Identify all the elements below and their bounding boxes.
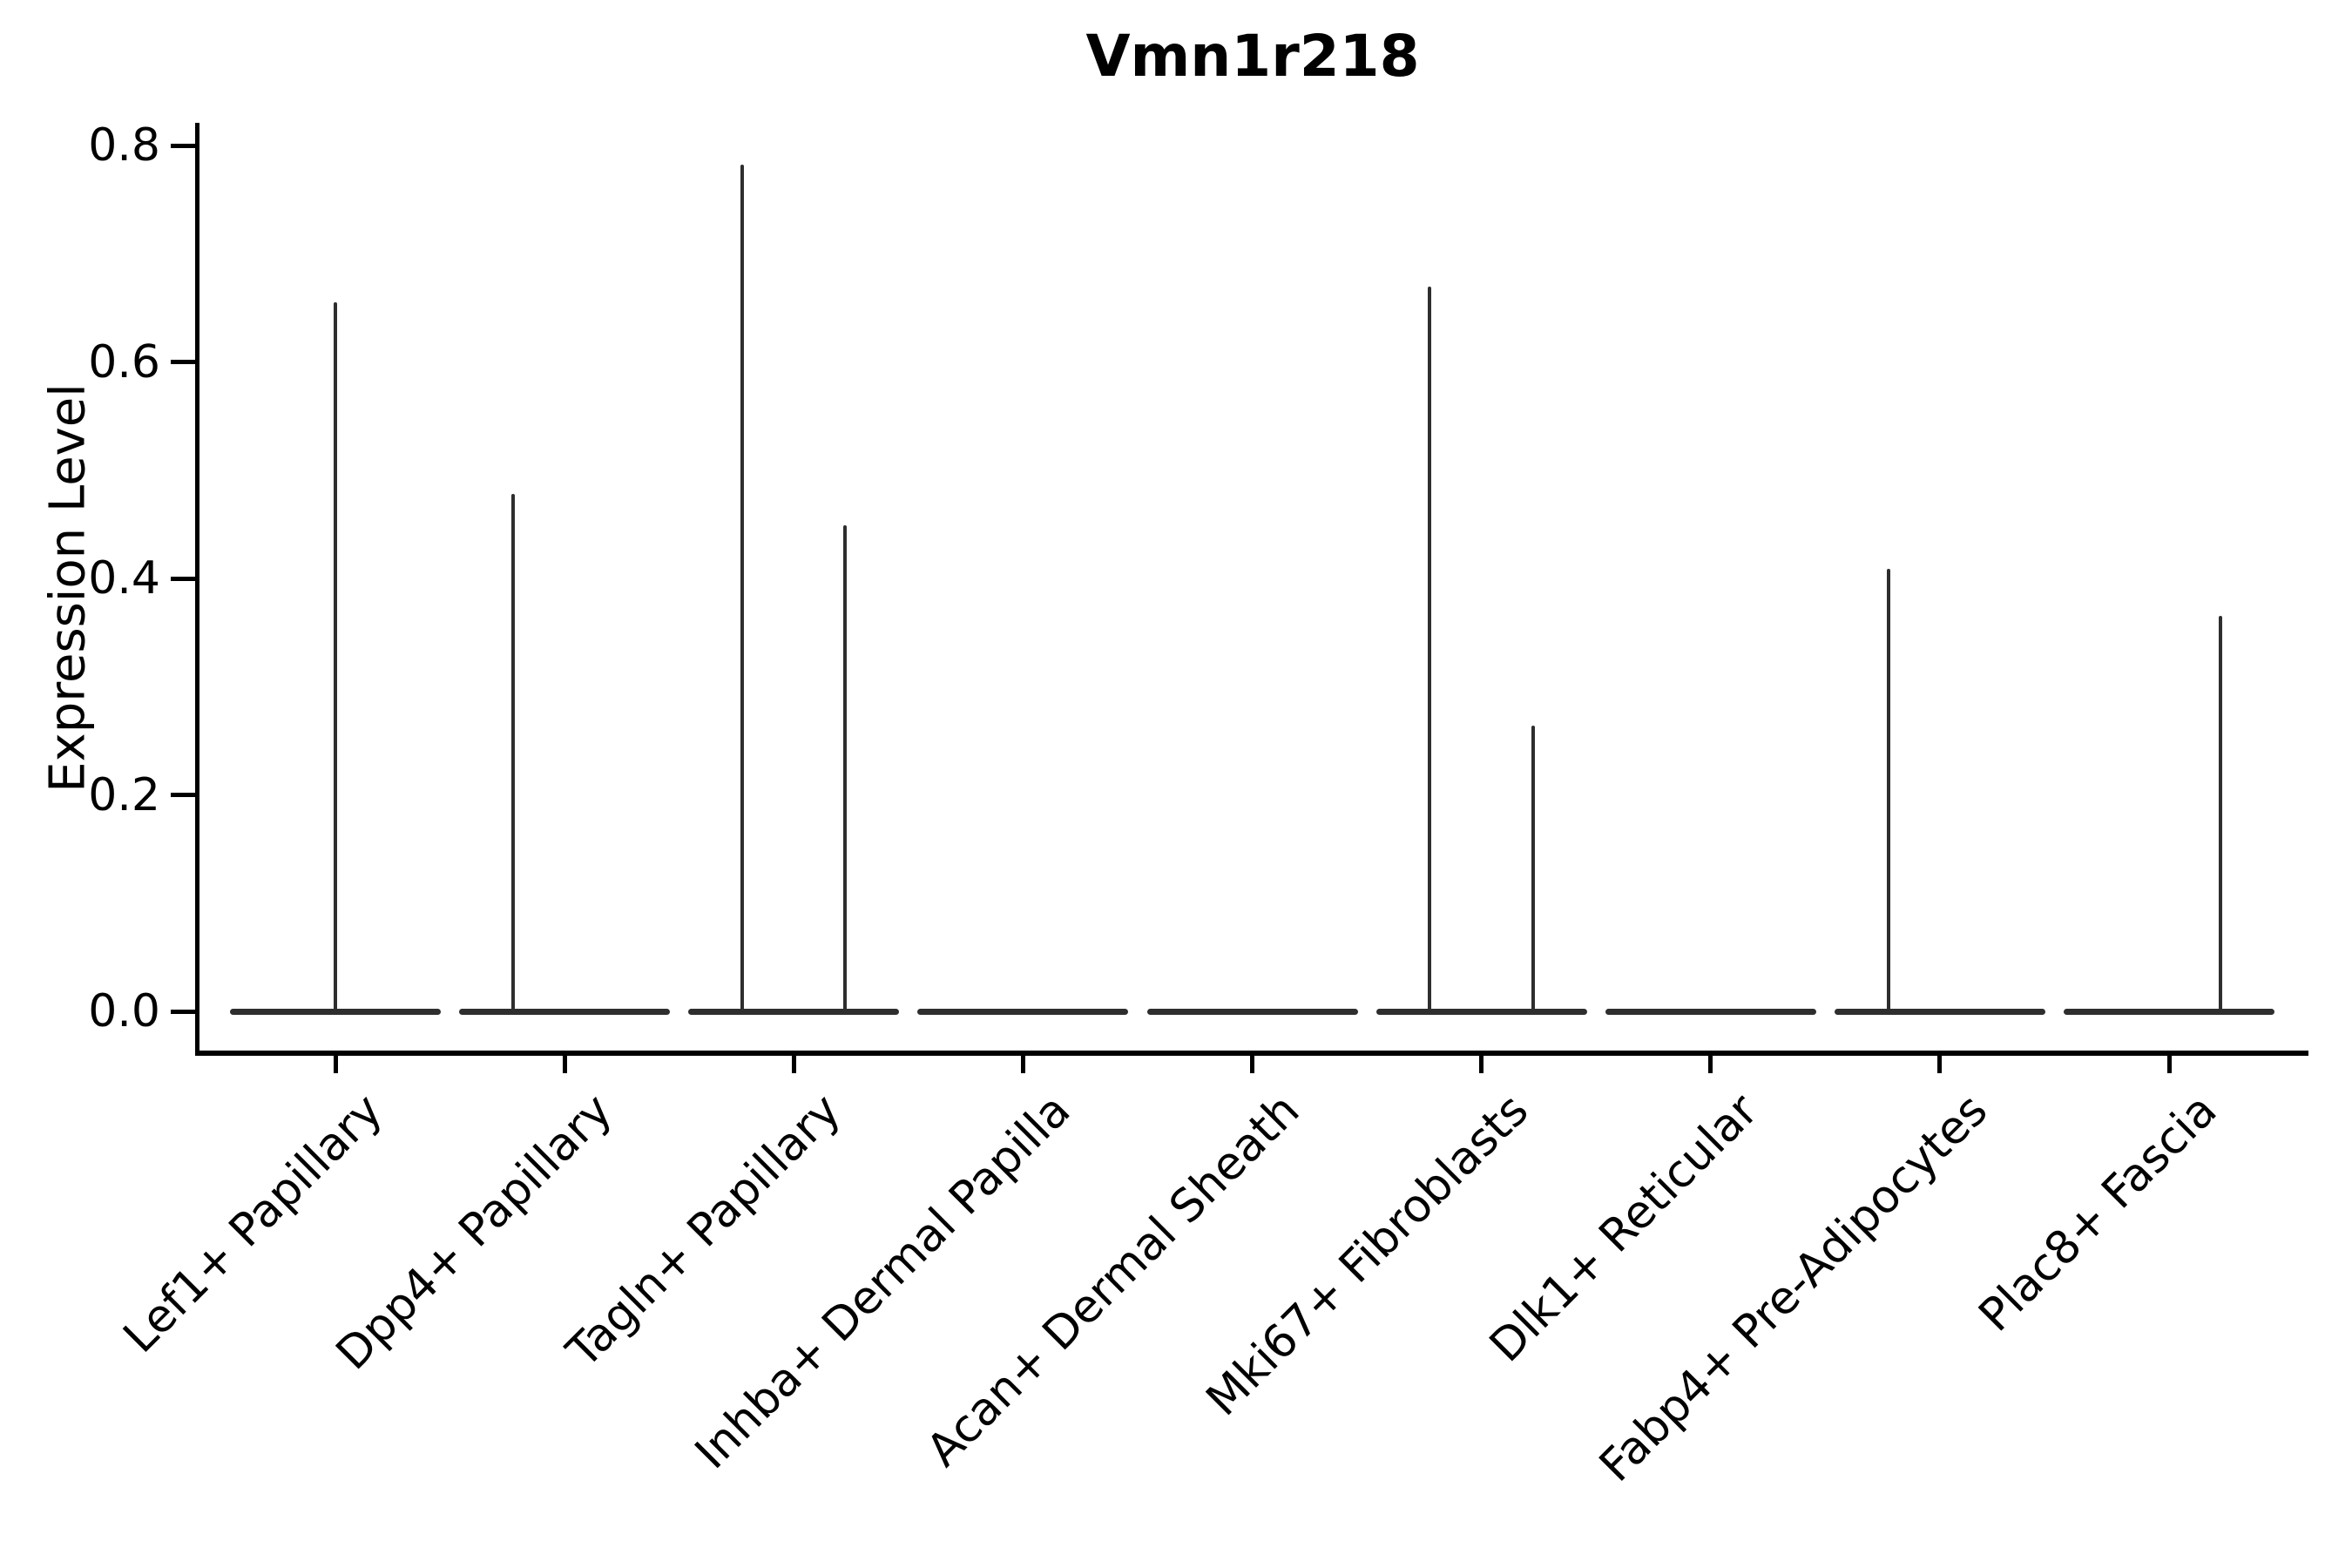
violin-baseline	[1146, 1008, 1358, 1015]
violin-spike	[1886, 568, 1890, 1013]
y-tick	[171, 360, 197, 364]
x-tick	[2166, 1053, 2172, 1073]
y-tick	[171, 1009, 197, 1014]
violin-spike	[334, 302, 337, 1013]
x-tick-label: Acan+ Dermal Sheath	[916, 1084, 1310, 1477]
x-tick	[1250, 1053, 1254, 1073]
violin-baseline	[1605, 1008, 1816, 1015]
violin-baseline	[1375, 1008, 1587, 1015]
x-tick	[1479, 1053, 1484, 1073]
violin-spike	[510, 494, 515, 1013]
y-tick-label: 0.6	[88, 335, 160, 389]
y-axis-spine	[195, 123, 199, 1056]
violin-spike	[1531, 725, 1535, 1013]
y-tick-label: 0.2	[88, 768, 160, 821]
y-tick-label: 0.4	[88, 552, 160, 605]
violin-baseline	[2064, 1008, 2274, 1015]
violin-spike	[843, 525, 848, 1013]
violin-spike	[1428, 286, 1432, 1013]
y-tick-label: 0.0	[88, 985, 160, 1037]
chart-title: Vmn1r218	[1085, 23, 1420, 90]
x-tick-label: Plac8+ Fascia	[1969, 1084, 2227, 1342]
x-tick	[1708, 1053, 1713, 1073]
violin-spike	[2219, 616, 2223, 1013]
y-tick	[171, 576, 197, 581]
y-tick	[171, 143, 197, 148]
violin-baseline	[917, 1008, 1129, 1015]
x-tick	[333, 1053, 338, 1073]
x-tick-label: Inhba+ Dermal Papilla	[685, 1084, 1081, 1480]
x-tick	[562, 1053, 567, 1073]
y-tick	[171, 793, 197, 797]
y-tick-label: 0.8	[88, 119, 160, 172]
x-tick	[791, 1053, 796, 1073]
violin-baseline	[1834, 1008, 2045, 1015]
x-tick	[1937, 1053, 1943, 1073]
violin-baseline	[459, 1008, 671, 1015]
x-tick-label: Fabp4+ Pre-Adipocytes	[1589, 1084, 1997, 1492]
x-tick	[1020, 1053, 1025, 1073]
violin-spike	[740, 165, 745, 1013]
violin-baseline	[688, 1008, 900, 1015]
